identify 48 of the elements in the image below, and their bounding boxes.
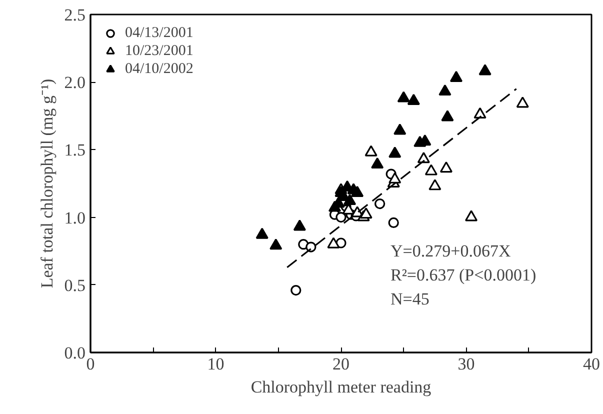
point: [397, 91, 410, 102]
point: [306, 242, 316, 252]
point: [464, 210, 478, 222]
point: [440, 161, 453, 173]
point: [256, 228, 268, 239]
x-axis-title: Chlorophyll meter reading: [250, 378, 432, 396]
point: [293, 220, 306, 231]
point: [417, 152, 430, 164]
point: [394, 124, 406, 135]
point: [371, 157, 384, 169]
point: [438, 84, 452, 96]
legend-label: 10/23/2001: [125, 42, 194, 60]
annotation: N=45: [390, 290, 430, 308]
point: [270, 238, 282, 250]
point: [360, 207, 372, 219]
point: [388, 172, 402, 184]
annotation: Y=0.279+0.067X: [390, 242, 511, 260]
x-tick-label: 0: [86, 354, 95, 374]
y-tick-label: 2.5: [64, 6, 86, 24]
point: [516, 96, 529, 108]
point: [350, 186, 364, 197]
y-axis-title: Leaf total chlorophyll (mg g⁻¹): [37, 78, 56, 288]
point: [424, 164, 438, 176]
point: [374, 198, 386, 210]
y-tick-label: 1.0: [64, 208, 86, 228]
x-tick-label: 30: [458, 354, 475, 374]
y-tick-label: 0.0: [64, 344, 86, 362]
y-tick-label: 1.5: [64, 140, 86, 160]
x-tick-label: 10: [207, 354, 224, 374]
y-tick-label: 2.0: [64, 73, 86, 92]
point: [450, 70, 463, 82]
point: [364, 145, 378, 156]
point: [388, 146, 402, 158]
point: [336, 212, 346, 223]
y-tick-label: 0.5: [64, 276, 86, 295]
point: [478, 64, 492, 76]
point: [474, 107, 486, 119]
point: [327, 237, 340, 248]
annotation: R²=0.637 (P<0.0001): [390, 266, 536, 284]
legend-label: 04/10/2002: [125, 60, 194, 78]
x-tick-label: 20: [332, 354, 350, 374]
point: [290, 285, 302, 296]
legend-label: 04/13/2001: [125, 24, 194, 42]
x-tick-label: 40: [583, 354, 600, 374]
point: [407, 94, 420, 106]
point: [388, 217, 399, 228]
point: [441, 110, 454, 122]
point: [428, 179, 442, 190]
